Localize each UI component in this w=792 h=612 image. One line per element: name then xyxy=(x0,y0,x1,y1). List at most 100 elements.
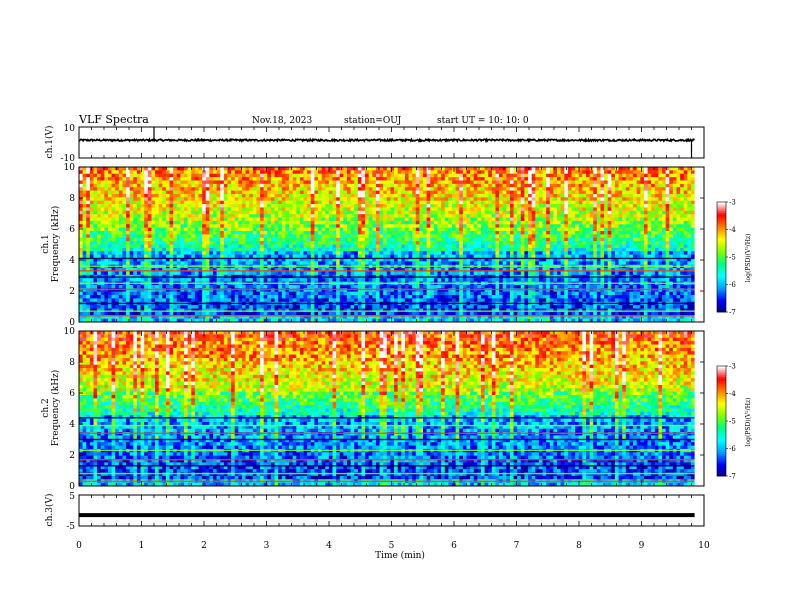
spectrogram-cell xyxy=(549,197,554,202)
spectrogram-cell xyxy=(194,217,199,222)
spectrogram-cell xyxy=(140,244,145,249)
spectrogram-cell xyxy=(433,173,438,178)
spectrogram-cell xyxy=(191,241,196,245)
spectrogram-cell xyxy=(111,227,116,232)
spectrogram-cell xyxy=(480,247,485,252)
spectrogram-cell xyxy=(278,241,283,245)
spectrogram-cell xyxy=(517,227,522,232)
spectrogram-cell xyxy=(97,214,102,218)
spectrogram-cell xyxy=(629,187,634,191)
spectrogram-cell xyxy=(118,257,123,262)
spectrogram-cell xyxy=(687,247,692,252)
spectrogram-cell xyxy=(140,214,145,218)
spectrogram-cell xyxy=(600,231,605,235)
spectrogram-cell xyxy=(430,193,435,198)
spectrogram-cell xyxy=(542,197,547,202)
spectrogram-cell xyxy=(386,167,391,171)
spectrogram-cell xyxy=(495,254,500,259)
spectrogram-cell xyxy=(107,183,112,188)
spectrogram-cell xyxy=(676,197,681,202)
spectrogram-cell xyxy=(546,220,551,225)
spectrogram-cell xyxy=(557,183,562,188)
spectrogram-cell xyxy=(495,244,500,249)
spectrogram-cell xyxy=(600,247,605,252)
spectrogram-cell xyxy=(419,177,424,181)
spectrogram-cell xyxy=(528,234,533,239)
spectrogram-cell xyxy=(343,254,348,259)
spectrogram-cell xyxy=(687,180,692,185)
spectrogram-cell xyxy=(582,173,587,178)
spectrogram-cell xyxy=(676,241,681,245)
spectrogram-cell xyxy=(538,183,543,188)
spectrogram-cell xyxy=(198,231,203,235)
spectrogram-cell xyxy=(640,200,645,205)
spectrogram-cell xyxy=(662,244,667,249)
spectrogram-cell xyxy=(136,234,141,239)
spectrogram-cell xyxy=(314,247,319,252)
spectrogram-cell xyxy=(129,167,134,171)
spectrogram-cell xyxy=(383,251,388,256)
spectrogram-cell xyxy=(596,180,601,185)
spectrogram-cell xyxy=(531,241,536,245)
spectrogram-cell xyxy=(343,193,348,198)
spectrogram-cell xyxy=(618,200,623,205)
spectrogram-cell xyxy=(433,227,438,232)
spectrogram-cell xyxy=(365,173,370,178)
spectrogram-cell xyxy=(260,193,265,198)
spectrogram-cell xyxy=(180,237,185,242)
spectrogram-cell xyxy=(535,197,540,202)
spectrogram-cell xyxy=(136,177,141,181)
spectrogram-cell xyxy=(155,210,160,215)
spectrogram-cell xyxy=(452,247,457,252)
spectrogram-cell xyxy=(328,197,333,202)
spectrogram-cell xyxy=(585,231,591,235)
spectrogram-cell xyxy=(310,254,315,259)
spectrogram-cell xyxy=(611,224,616,229)
spectrogram-cell xyxy=(118,261,123,266)
spectrogram-cell xyxy=(404,261,409,266)
spectrogram-cell xyxy=(194,227,199,232)
spectrogram-cell xyxy=(455,254,460,259)
spectrogram-cell xyxy=(517,234,522,239)
spectrogram-cell xyxy=(289,170,294,175)
spectrogram-cell xyxy=(278,224,283,229)
spectrogram-cell xyxy=(314,180,319,185)
spectrogram-cell xyxy=(683,167,688,171)
spectrogram-cell xyxy=(82,241,87,245)
spectrogram-cell xyxy=(336,214,341,218)
spectrogram-cell xyxy=(607,187,612,191)
spectrogram-cell xyxy=(676,173,681,178)
spectrogram-cell xyxy=(470,210,475,215)
spectrogram-cell xyxy=(629,190,634,195)
spectrogram-cell xyxy=(256,183,261,188)
spectrogram-cell xyxy=(560,173,565,178)
spectrogram-cell xyxy=(274,200,279,205)
spectrogram-cell xyxy=(672,204,677,208)
spectrogram-cell xyxy=(415,217,420,222)
spectrogram-cell xyxy=(412,231,417,235)
spectrogram-cell xyxy=(593,231,598,235)
spectrogram-cell xyxy=(140,224,145,229)
spectrogram-cell xyxy=(607,180,612,185)
spectrogram-cell xyxy=(531,227,536,232)
spectrogram-cell xyxy=(531,220,536,225)
spectrogram-cell xyxy=(643,173,648,178)
spectrogram-cell xyxy=(115,180,120,185)
spectrogram-cell xyxy=(412,187,417,191)
spectrogram-cell xyxy=(611,200,616,205)
spectrogram-cell xyxy=(404,224,409,229)
spectrogram-cell xyxy=(198,183,203,188)
spectrogram-cell xyxy=(401,204,406,208)
spectrogram-cell xyxy=(423,231,428,235)
spectrogram-cell xyxy=(234,217,239,222)
spectrogram-cell xyxy=(535,210,540,215)
spectrogram-cell xyxy=(491,241,496,245)
spectrogram-cell xyxy=(531,180,536,185)
spectrogram-cell xyxy=(118,231,123,235)
spectrogram-cell xyxy=(448,224,453,229)
spectrogram-cell xyxy=(459,197,464,202)
spectrogram-cell xyxy=(466,180,471,185)
spectrogram-cell xyxy=(191,180,196,185)
spectrogram-cell xyxy=(433,254,438,259)
spectrogram-cell xyxy=(564,224,569,229)
